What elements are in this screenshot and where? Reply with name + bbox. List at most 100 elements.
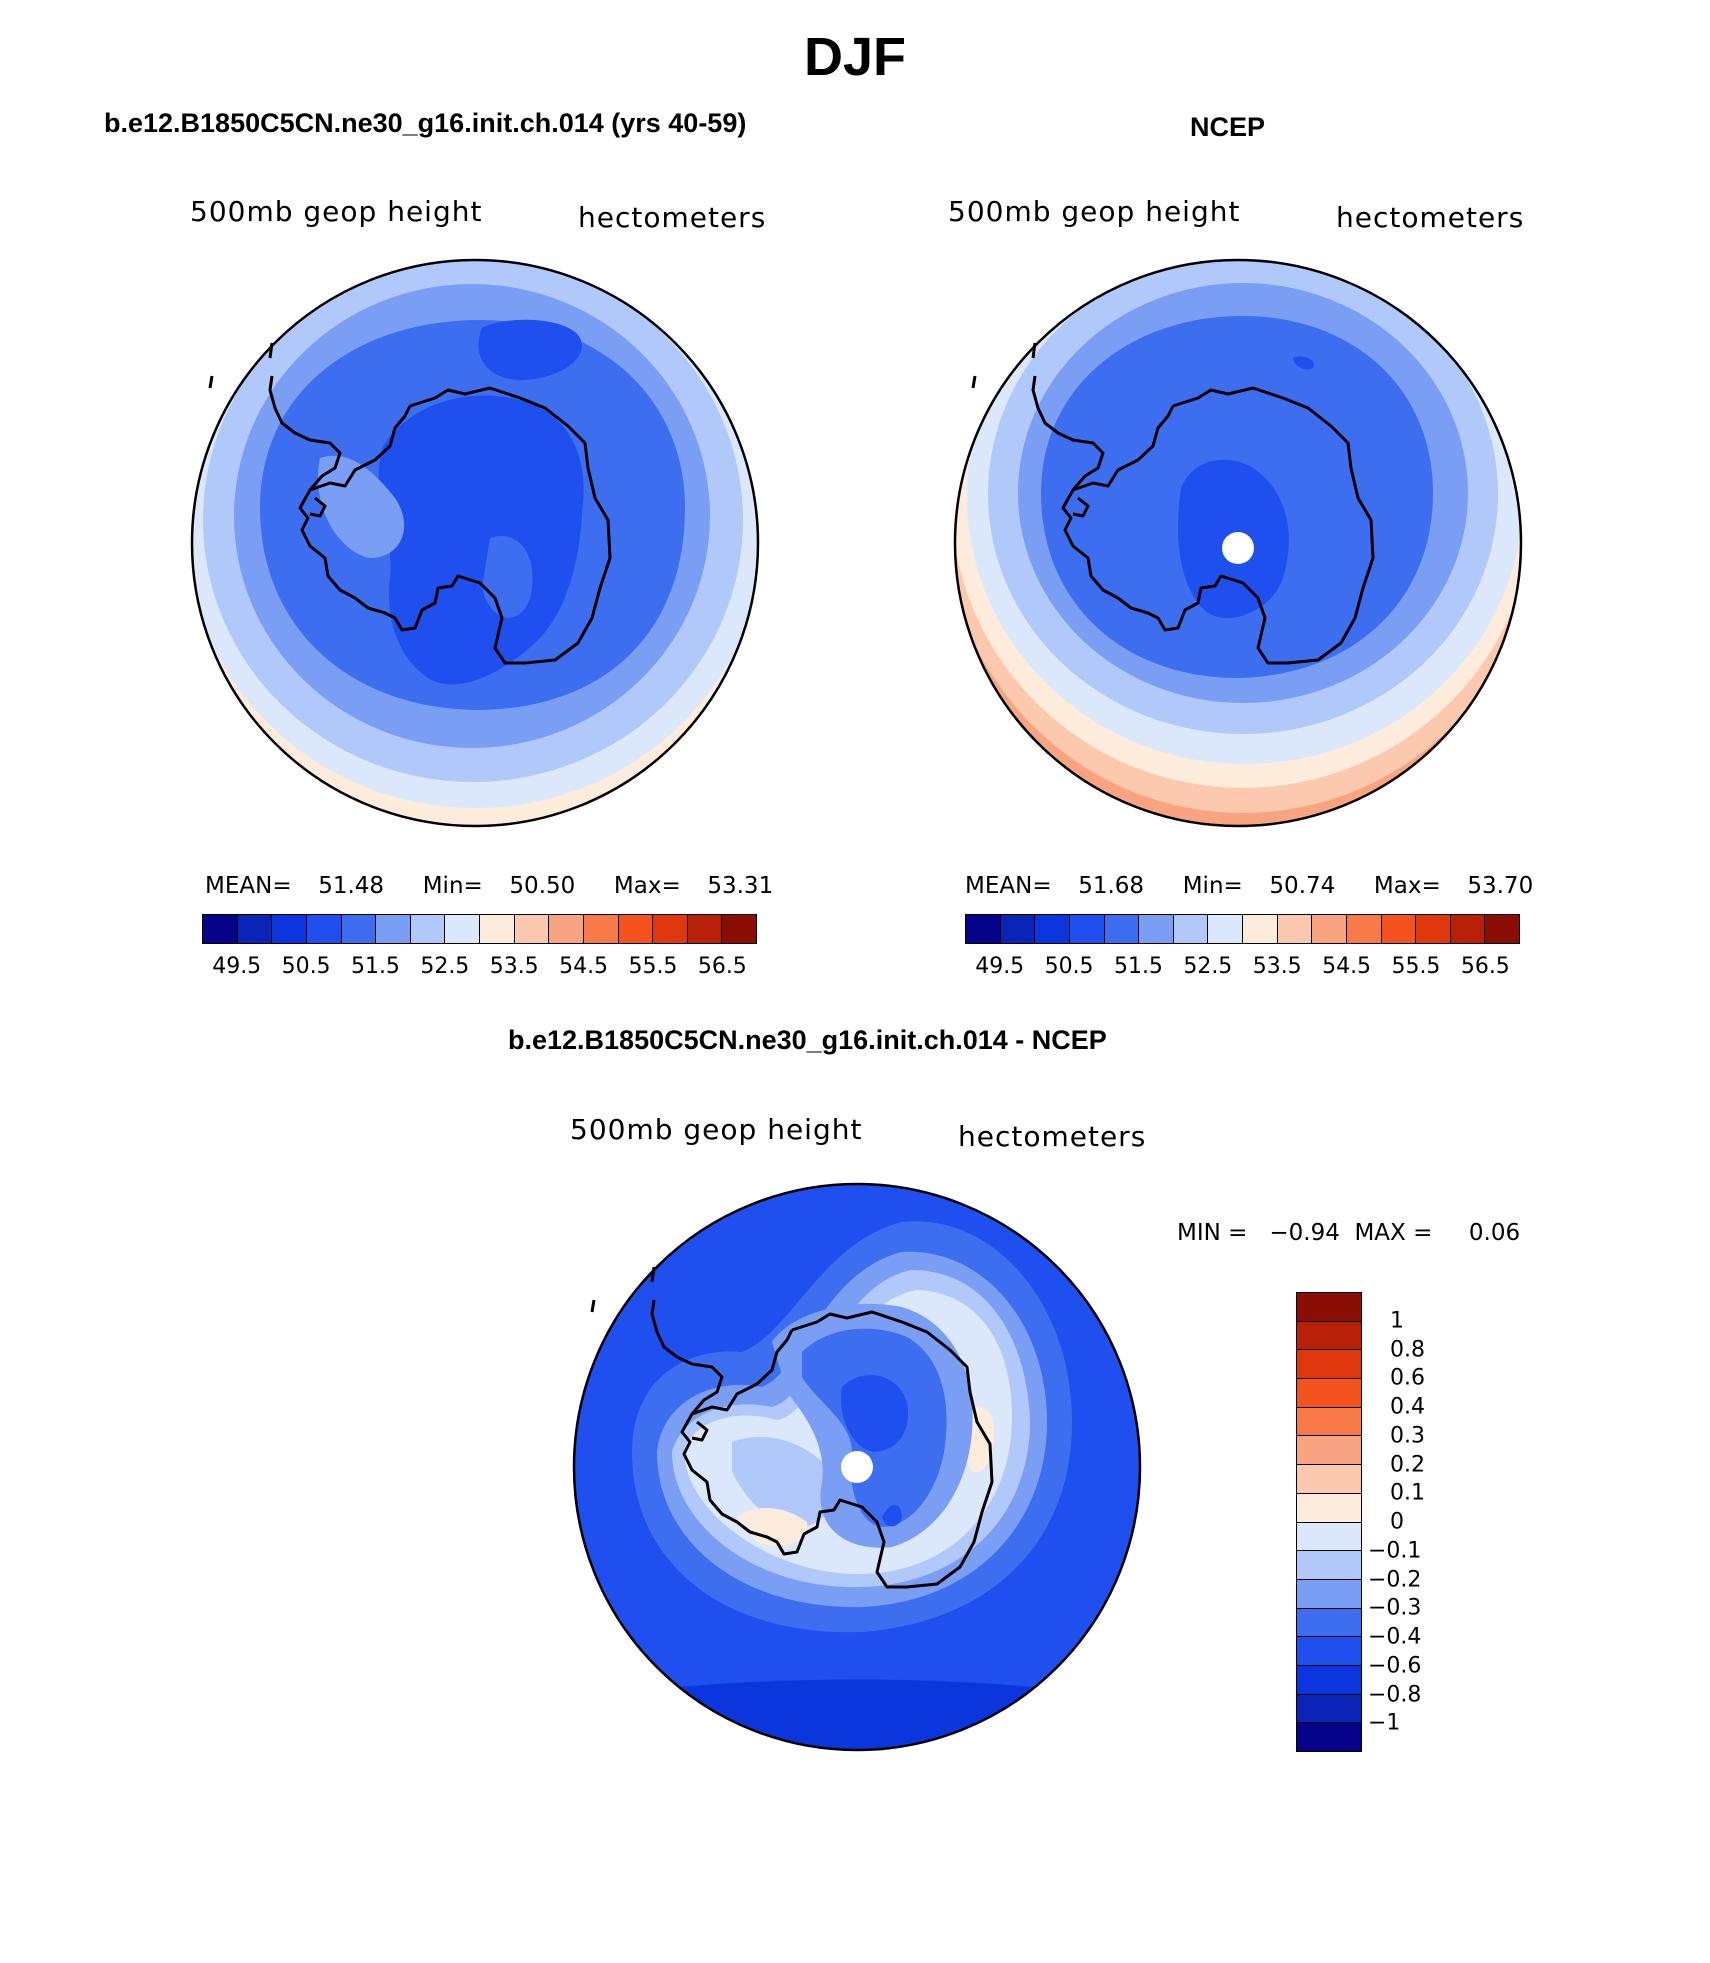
colorbar-tick-label: −0.1	[1368, 1538, 1422, 1564]
diff-panel-title: b.e12.B1850C5CN.ne30_g16.init.ch.014 - N…	[508, 1025, 1107, 1055]
colorbar-tick-label: 0	[1390, 1509, 1404, 1535]
colorbar-swatch	[583, 915, 619, 943]
colorbar-swatch	[1297, 1637, 1361, 1666]
colorbar-swatch	[1297, 1551, 1361, 1580]
colorbar-tick-label: 55.5	[628, 954, 678, 979]
colorbar-tick-label: 54.5	[1322, 954, 1372, 979]
colorbar-tick-label: 54.5	[559, 954, 609, 979]
figure-title: DJF	[803, 27, 906, 87]
diff-units-label: hectometers	[958, 1120, 1147, 1153]
colorbar-tick-label: −0.2	[1368, 1567, 1422, 1592]
diff-minmax: MIN = −0.94 MAX = 0.06	[1177, 1220, 1521, 1246]
colorbar-swatch	[272, 915, 307, 943]
colorbar-swatch	[1277, 915, 1313, 943]
colorbar-swatch	[1208, 915, 1243, 943]
colorbar-swatch	[1297, 1436, 1361, 1466]
colorbar-swatch	[1485, 915, 1519, 943]
colorbar-swatch	[1297, 1321, 1361, 1351]
colorbar-swatch	[480, 915, 515, 943]
colorbar-tick-label: 1	[1390, 1308, 1404, 1334]
model-mean-value: 51.48	[318, 873, 385, 899]
colorbar-tick-label: 0.3	[1390, 1423, 1425, 1449]
colorbar-tick-label: −0.4	[1368, 1624, 1422, 1650]
colorbar-tick-label: −0.8	[1368, 1682, 1422, 1707]
colorbar-swatch	[1297, 1694, 1361, 1724]
model-units-label: hectometers	[578, 201, 767, 234]
colorbar-swatch	[514, 915, 550, 943]
colorbar-swatch	[1297, 1407, 1361, 1437]
colorbar-swatch	[1416, 915, 1451, 943]
colorbar-tick-label: 56.5	[1460, 954, 1510, 979]
colorbar-swatch	[1450, 915, 1486, 943]
diff-colorbar	[1296, 1292, 1362, 1752]
colorbar-swatch	[1346, 915, 1382, 943]
colorbar-swatch	[1297, 1350, 1361, 1380]
colorbar-tick-label: 0.2	[1390, 1452, 1425, 1477]
colorbar-tick-label: 51.5	[1113, 954, 1163, 979]
colorbar-tick-label: 49.5	[212, 954, 262, 979]
diff-polar-map	[572, 1182, 1142, 1752]
colorbar-swatch	[410, 915, 446, 943]
colorbar-tick-label: 0.4	[1390, 1394, 1425, 1420]
colorbar-swatch	[549, 915, 584, 943]
colorbar-tick-label: 55.5	[1391, 954, 1441, 979]
obs-min-label: Min=	[1182, 873, 1243, 899]
colorbar-swatch	[203, 915, 238, 943]
colorbar-swatch	[653, 915, 688, 943]
colorbar-swatch	[306, 915, 342, 943]
colorbar-tick-label: 51.5	[350, 954, 400, 979]
obs-mean-value: 51.68	[1078, 873, 1145, 899]
colorbar-swatch	[445, 915, 480, 943]
model-polar-map	[190, 258, 760, 828]
obs-colorbar	[965, 914, 1520, 944]
colorbar-swatch	[618, 915, 654, 943]
model-panel-title: b.e12.B1850C5CN.ne30_g16.init.ch.014 (yr…	[104, 108, 747, 138]
colorbar-swatch	[1069, 915, 1105, 943]
colorbar-tick-label: 52.5	[1183, 954, 1233, 979]
colorbar-swatch	[687, 915, 723, 943]
colorbar-tick-label: 49.5	[975, 954, 1025, 979]
colorbar-swatch	[1104, 915, 1140, 943]
model-min-value: 50.50	[509, 873, 576, 899]
colorbar-swatch	[341, 915, 377, 943]
colorbar-swatch	[1297, 1293, 1361, 1322]
colorbar-swatch	[1173, 915, 1209, 943]
obs-variable-label: 500mb geop height	[948, 195, 1241, 228]
colorbar-swatch	[722, 915, 756, 943]
obs-panel-title: NCEP	[1190, 112, 1266, 142]
colorbar-tick-label: 52.5	[420, 954, 470, 979]
colorbar-tick-label: 53.5	[1252, 954, 1302, 979]
obs-max-value: 53.70	[1467, 873, 1534, 899]
colorbar-tick-label: 0.6	[1390, 1365, 1425, 1391]
colorbar-swatch	[1000, 915, 1036, 943]
colorbar-swatch	[1297, 1379, 1361, 1408]
colorbar-swatch	[1297, 1723, 1361, 1751]
obs-mean-label: MEAN=	[965, 873, 1052, 899]
obs-stats: MEAN= 51.68 Min= 50.74 Max= 53.70	[965, 873, 1533, 899]
colorbar-tick-label: −0.6	[1368, 1653, 1422, 1679]
colorbar-tick-label: 56.5	[697, 954, 747, 979]
colorbar-swatch	[1139, 915, 1174, 943]
obs-min-value: 50.74	[1269, 873, 1336, 899]
model-max-label: Max=	[613, 873, 681, 899]
diff-variable-label: 500mb geop height	[570, 1113, 863, 1146]
obs-units-label: hectometers	[1336, 201, 1525, 234]
colorbar-swatch	[1297, 1493, 1361, 1523]
colorbar-swatch	[1297, 1522, 1361, 1552]
colorbar-swatch	[1312, 915, 1347, 943]
colorbar-swatch	[1297, 1579, 1361, 1609]
colorbar-swatch	[1297, 1608, 1361, 1638]
colorbar-swatch	[966, 915, 1001, 943]
colorbar-swatch	[1243, 915, 1278, 943]
colorbar-swatch	[1381, 915, 1417, 943]
colorbar-tick-label: −0.3	[1368, 1595, 1422, 1621]
model-stats: MEAN= 51.48 Min= 50.50 Max= 53.31	[205, 873, 773, 899]
model-min-label: Min=	[422, 873, 483, 899]
colorbar-swatch	[1297, 1665, 1361, 1695]
colorbar-tick-label: 53.5	[489, 954, 539, 979]
model-mean-label: MEAN=	[205, 873, 292, 899]
obs-max-label: Max=	[1373, 873, 1441, 899]
colorbar-tick-label: 50.5	[281, 954, 331, 979]
model-variable-label: 500mb geop height	[190, 195, 483, 228]
colorbar-tick-label: 0.8	[1390, 1337, 1425, 1362]
